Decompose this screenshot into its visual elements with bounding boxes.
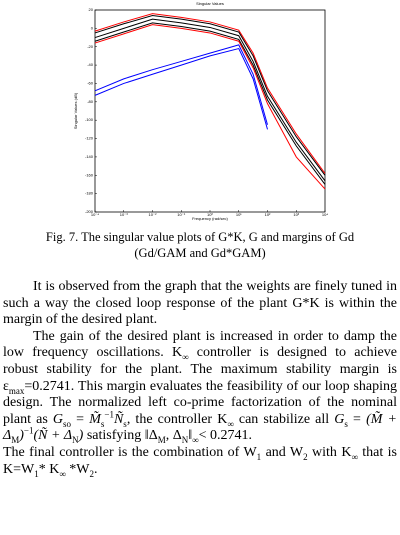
y-tick-label: -180 (85, 191, 94, 196)
text-run: and W (261, 444, 304, 460)
text-run: ) (78, 428, 84, 444)
x-tick-label: 10⁻³ (120, 212, 129, 217)
text-run: s (123, 418, 127, 429)
x-tick-label: 10⁻⁴ (91, 212, 100, 217)
y-tick-label: -120 (85, 136, 94, 141)
text-run: * K (38, 461, 60, 477)
text-run: The final controller is the combination … (3, 444, 257, 460)
text-run: . (94, 461, 98, 477)
caption-line: Fig. 7. The singular value plots of G*K,… (45, 230, 355, 244)
text-run: M (11, 435, 20, 446)
y-tick-label: -60 (87, 81, 94, 86)
y-tick-label: -160 (85, 172, 94, 177)
text-run: 2 (303, 451, 308, 462)
text-run: , the controller K (126, 411, 228, 427)
text-run: ∞ (351, 451, 358, 462)
x-tick-label: 10² (265, 212, 271, 217)
series-line (94, 22, 326, 185)
y-tick-label: -80 (87, 99, 94, 104)
text-run: The gain of the desired plant is increas… (3, 328, 397, 361)
text-run: s (344, 418, 348, 429)
figure: Singular Values Frequency (rad/sec) Sing… (73, 1, 328, 221)
text-run: ) (19, 428, 24, 444)
text-run: ∞ (227, 418, 234, 429)
text-run: = (71, 411, 90, 427)
text-run: , Δ (165, 428, 182, 444)
paragraph: It is observed from the graph that the w… (3, 279, 397, 329)
caption-line: (Gd/GAM and Gd*GAM) (134, 246, 266, 260)
text-run: max (8, 385, 25, 396)
x-tick-label: 10⁻¹ (177, 212, 186, 217)
text-run: controller is designed to achieve robust… (3, 345, 397, 394)
text-run: = (347, 411, 367, 427)
y-tick-label: -100 (85, 117, 94, 122)
text-run: that is K=W (3, 444, 397, 477)
text-run: −1 (23, 425, 34, 436)
y-tick-label: 20 (89, 7, 94, 12)
paragraph: The gain of the desired plant is increas… (3, 329, 397, 445)
text-run: N (72, 435, 79, 446)
text-run: G (334, 411, 345, 427)
series-line (94, 44, 268, 125)
text-run: (Ñ + Δ (33, 428, 73, 444)
series-line (94, 13, 326, 174)
y-tick-label: -200 (85, 209, 94, 214)
text-run: −1 (104, 409, 114, 420)
text-run: so (63, 418, 72, 429)
y-tick-label: -20 (87, 44, 94, 49)
figure-title: Singular Values (196, 1, 224, 6)
series-line (94, 47, 268, 130)
text-run: *W (65, 461, 90, 477)
text-run: ∞ (192, 435, 199, 446)
text-run: M̃ (89, 411, 101, 427)
text-run: G (52, 411, 64, 427)
y-tick-label: 0 (91, 25, 94, 30)
y-label: Singular Values (dB) (73, 92, 78, 129)
text-run: Ñ (113, 411, 124, 427)
text-run: It is observed from the graph that the w… (3, 279, 397, 328)
text-run: satisfying ‖Δ (83, 428, 158, 444)
series-line (94, 24, 326, 190)
text-run: with K (307, 444, 352, 460)
text-run: 1 (256, 451, 262, 462)
text-run: ∞ (182, 352, 189, 363)
text-run: N (181, 435, 189, 446)
x-tick-label: 10³ (293, 212, 299, 217)
x-label: Frequency (rad/sec) (192, 216, 228, 221)
text-run: M (157, 435, 166, 446)
text-run: s (100, 418, 105, 429)
text-run: 2 (89, 468, 95, 479)
text-run: ‖ (188, 428, 193, 444)
y-tick-label: -140 (85, 154, 94, 159)
body-text: It is observed from the graph that the w… (0, 279, 400, 478)
x-tick-label: 10⁻² (149, 212, 158, 217)
text-run: ∞ (59, 468, 66, 479)
series-line (94, 18, 326, 182)
caption: Fig. 7. The singular value plots of G*K,… (0, 229, 400, 261)
x-tick-label: 10¹ (236, 212, 242, 217)
x-tick-label: 10⁴ (322, 212, 328, 217)
text-run: can stabilize all (233, 411, 335, 427)
plot-frame (94, 9, 326, 213)
text-run: < 0.2741. (198, 428, 252, 444)
y-tick-label: -40 (87, 62, 94, 67)
text-run: =0.2741. This margin evaluates the feasi… (3, 378, 397, 427)
text-run: (M̃ + Δ (3, 411, 397, 444)
x-tick-label: 10⁰ (207, 212, 213, 217)
text-run: 1 (34, 468, 39, 479)
paragraph: The final controller is the combination … (3, 445, 397, 478)
series-line (94, 15, 326, 176)
